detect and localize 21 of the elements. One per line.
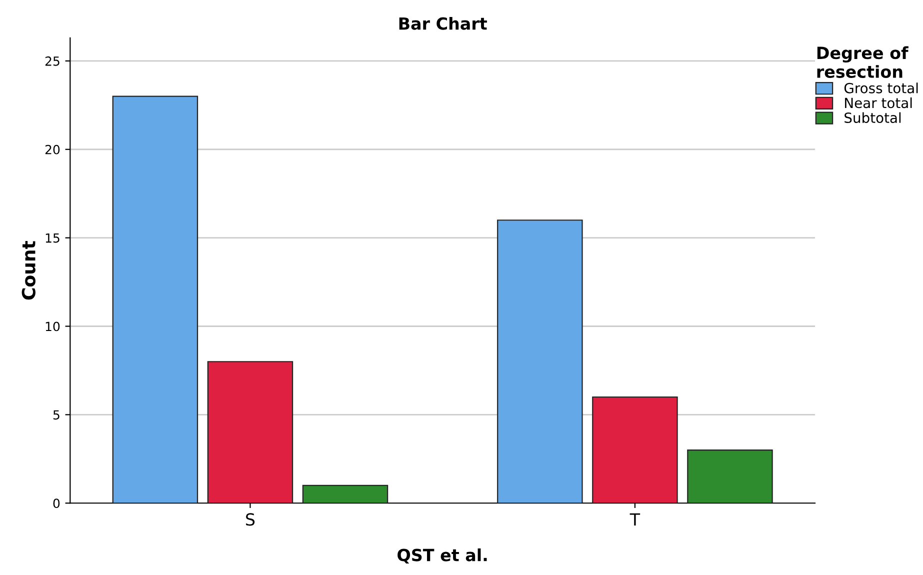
bar [302,484,388,504]
y-tick-label: 10 [46,322,60,332]
chart-title: Bar Chart [399,16,487,30]
bar [207,361,294,504]
y-axis-title: Count [22,240,36,300]
x-axis-title: QST et al. [398,548,487,564]
y-tick-label: 5 [53,410,60,420]
y-tick-label: 15 [46,233,60,243]
bar [687,450,773,504]
x-tick-label: S [246,513,255,526]
legend-label: Gross total [844,82,918,94]
x-tick-label: T [630,513,640,526]
bar [592,396,678,504]
y-tick-label: 25 [45,56,60,66]
bar [112,96,198,504]
bar [497,220,583,504]
y-tick-label: 0 [53,498,60,508]
y-tick-label: 20 [45,144,60,154]
legend-title: Degree of resection [817,46,908,78]
legend-label: Subtotal [844,112,901,124]
legend-label: Near total [845,97,912,108]
